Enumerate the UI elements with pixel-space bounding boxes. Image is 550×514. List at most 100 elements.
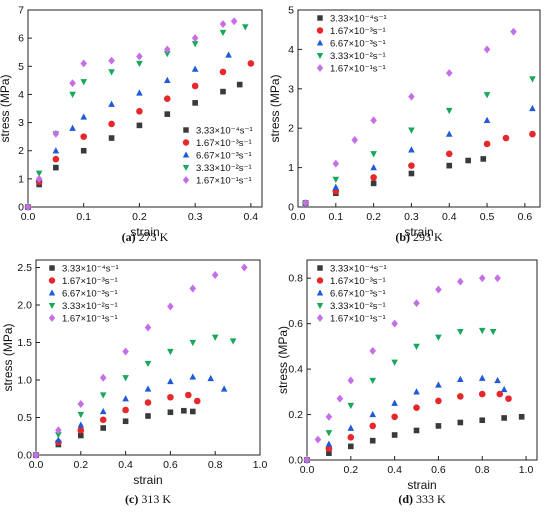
legend-marker xyxy=(316,64,324,72)
y-tick-label: 0.2 xyxy=(288,409,303,421)
legend-marker xyxy=(183,127,189,133)
x-tick-label: 0.6 xyxy=(518,211,533,223)
data-point xyxy=(408,162,415,169)
data-point xyxy=(77,400,85,408)
y-tick-label: 2.0 xyxy=(17,300,32,312)
data-point xyxy=(220,385,228,392)
data-point xyxy=(391,413,398,421)
data-point xyxy=(479,417,486,424)
legend: 3.33×10⁻⁴s⁻¹1.67×10⁻³s⁻¹ 6.67×10⁻³s⁻¹3.33… xyxy=(48,264,119,325)
data-point xyxy=(326,450,332,456)
y-tick-label: 1.5 xyxy=(17,337,32,349)
y-tick-label: 5 xyxy=(18,61,24,73)
x-tick-label: 0.0 xyxy=(291,211,306,223)
data-point xyxy=(501,415,507,421)
data-point xyxy=(225,51,232,58)
data-point xyxy=(247,60,255,67)
x-tick-label: 1.0 xyxy=(519,464,534,476)
chart-panel-1: 0.0 0.1 0.2 0.3 0.4 0 1 2 3 4 5 6 7 strain stress (MPa… xyxy=(0,5,263,244)
data-point xyxy=(529,76,536,83)
x-tick-label: 0.5 xyxy=(480,211,495,223)
data-point xyxy=(181,407,187,414)
data-point xyxy=(77,421,85,428)
data-point xyxy=(99,392,107,399)
data-point xyxy=(445,69,453,77)
y-tick-label: 0.5 xyxy=(17,412,32,424)
data-point xyxy=(413,388,420,395)
data-point xyxy=(144,360,152,368)
data-point xyxy=(510,27,517,36)
data-point xyxy=(191,82,199,90)
x-tick-label: 0.2 xyxy=(344,464,359,476)
data-point xyxy=(457,419,464,426)
data-point xyxy=(347,424,355,431)
data-point xyxy=(496,390,504,398)
data-point xyxy=(167,409,174,416)
data-point xyxy=(241,263,248,272)
data-point xyxy=(220,88,226,95)
x-tick-label: 0.0 xyxy=(29,459,44,471)
data-point xyxy=(435,285,442,294)
data-point xyxy=(55,432,62,439)
data-point xyxy=(55,436,62,443)
legend-label: 1.67×10⁻³s⁻¹ xyxy=(62,276,118,287)
x-tick-label: 0.0 xyxy=(300,464,315,476)
y-tick-label: 1.0 xyxy=(17,375,32,387)
x-axis-label: strain xyxy=(130,225,159,239)
y-tick-label: 0.0 xyxy=(288,455,303,467)
legend-label: 3.33×10⁻⁴s⁻¹ xyxy=(62,264,119,275)
data-point xyxy=(325,430,333,437)
data-point xyxy=(77,432,84,439)
chart-panel-2: 0.0 0.1 0.2 0.3 0.4 0.5 0.6 0 1 2 3 4 5 strain stress … xyxy=(268,5,541,244)
panel-caption-letter: (b) xyxy=(395,230,410,244)
data-point xyxy=(500,385,508,393)
data-point xyxy=(332,183,340,190)
legend: 3.33×10⁻⁴s⁻¹1.67×10⁻³s⁻¹ 6.67×10⁻³s⁻¹3.33… xyxy=(182,126,253,187)
legend-marker xyxy=(316,27,324,34)
legend-label: 1.67×10⁻¹s⁻¹ xyxy=(196,176,252,187)
plot-frame xyxy=(35,259,261,456)
x-tick-label: 0.4 xyxy=(387,464,402,476)
data-point xyxy=(32,451,40,459)
data-point xyxy=(122,347,129,356)
legend-label: 3.33×10⁻⁴s⁻¹ xyxy=(330,264,387,275)
x-tick-label: 0.2 xyxy=(73,459,88,471)
data-point xyxy=(164,111,171,117)
legend-label: 1.67×10⁻³s⁻¹ xyxy=(330,26,386,37)
y-tick-label: 0.6 xyxy=(288,318,303,330)
y-tick-label: 3 xyxy=(18,117,24,129)
legend-label: 1.67×10⁻¹s⁻¹ xyxy=(330,64,386,75)
y-tick-label: 0 xyxy=(18,202,24,214)
data-point xyxy=(391,359,398,366)
data-point xyxy=(136,60,143,68)
data-point xyxy=(136,89,143,96)
data-point xyxy=(457,393,464,400)
panel-caption: (a) 273 K xyxy=(122,230,169,244)
data-point xyxy=(413,299,420,308)
y-axis-label: stress (MPa) xyxy=(1,323,15,391)
data-point xyxy=(391,319,398,328)
data-point xyxy=(136,122,143,129)
plot-frame xyxy=(297,9,541,208)
data-point xyxy=(108,56,115,65)
legend: 3.33×10⁻⁴s⁻¹1.67×10⁻³s⁻¹ 6.67×10⁻³s⁻¹3.33… xyxy=(316,14,387,75)
data-point xyxy=(325,445,333,452)
data-point xyxy=(99,407,107,415)
data-point xyxy=(241,24,249,31)
x-tick-label: 0.1 xyxy=(76,211,91,223)
data-point xyxy=(69,124,76,131)
x-tick-label: 0.0 xyxy=(21,211,36,223)
data-point xyxy=(435,423,442,429)
x-axis-label: strain xyxy=(404,225,433,239)
data-point xyxy=(314,435,322,444)
legend-label: 3.33×10⁻²s⁻¹ xyxy=(330,301,386,312)
data-point xyxy=(435,397,442,405)
data-point xyxy=(332,176,340,184)
data-point xyxy=(347,433,355,441)
data-point xyxy=(35,170,43,177)
legend-marker xyxy=(182,164,190,172)
series-5 xyxy=(302,27,517,208)
legend-marker xyxy=(317,265,323,271)
legend-label: 3.33×10⁻²s⁻¹ xyxy=(330,51,386,62)
data-point xyxy=(108,100,115,107)
